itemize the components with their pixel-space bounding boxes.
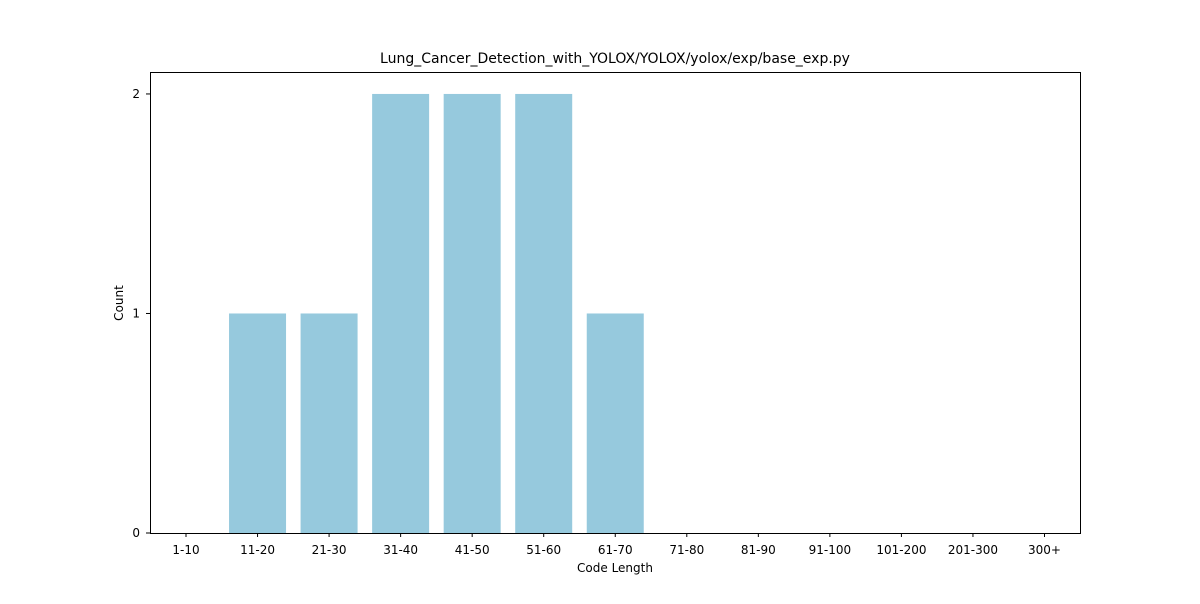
chart-title: Lung_Cancer_Detection_with_YOLOX/YOLOX/y… <box>380 51 850 67</box>
x-axis-ticks: 1-10 11-20 21-30 31-40 41-50 51-60 61-70 71-80 8… <box>172 533 1061 557</box>
bar-61-70 <box>587 313 644 533</box>
x-tick-label: 81-90 <box>741 543 776 557</box>
bars-layer <box>229 94 644 533</box>
bar-51-60 <box>515 94 572 533</box>
x-axis-label: Code Length <box>577 561 653 575</box>
x-tick-label: 201-300 <box>948 543 998 557</box>
x-tick-label: 31-40 <box>383 543 418 557</box>
x-tick-label: 41-50 <box>455 543 490 557</box>
y-tick-label: 2 <box>132 87 140 101</box>
x-tick-label: 71-80 <box>669 543 704 557</box>
bar-21-30 <box>301 313 358 533</box>
x-tick-label: 11-20 <box>240 543 275 557</box>
x-tick-label: 21-30 <box>312 543 347 557</box>
x-tick-label: 61-70 <box>598 543 633 557</box>
bar-31-40 <box>372 94 429 533</box>
y-tick-label: 0 <box>132 526 140 540</box>
x-tick-label: 51-60 <box>526 543 561 557</box>
y-axis-label: Count <box>112 285 126 321</box>
x-tick-label: 300+ <box>1028 543 1061 557</box>
y-tick-label: 1 <box>132 306 140 320</box>
y-axis-ticks: 0 1 2 <box>132 87 150 540</box>
x-tick-label: 1-10 <box>172 543 199 557</box>
x-tick-label: 101-200 <box>876 543 926 557</box>
x-tick-label: 91-100 <box>809 543 852 557</box>
bar-41-50 <box>444 94 501 533</box>
bar-11-20 <box>229 313 286 533</box>
